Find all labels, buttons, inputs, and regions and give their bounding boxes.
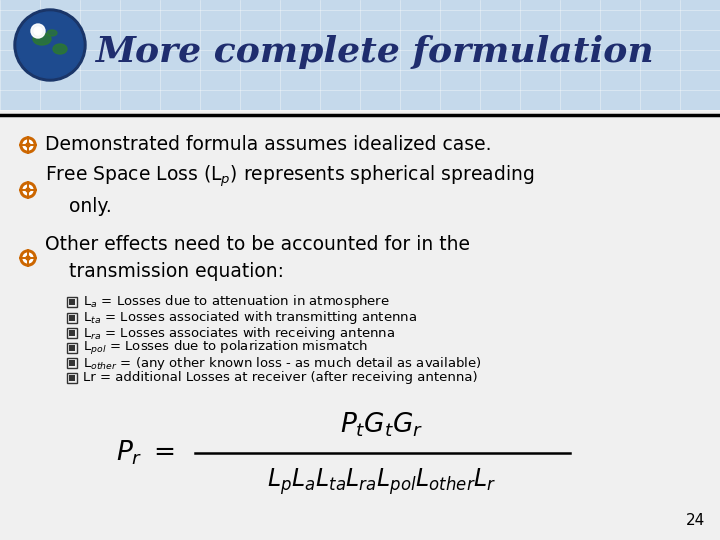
Circle shape bbox=[26, 188, 30, 192]
Text: Demonstrated formula assumes idealized case.: Demonstrated formula assumes idealized c… bbox=[45, 136, 492, 154]
Circle shape bbox=[14, 9, 86, 81]
Circle shape bbox=[26, 256, 30, 260]
Text: More complete formulation: More complete formulation bbox=[95, 35, 654, 69]
Text: Other effects need to be accounted for in the
    transmission equation:: Other effects need to be accounted for i… bbox=[45, 235, 470, 281]
Text: L$_{ra}$ = Losses associates with receiving antenna: L$_{ra}$ = Losses associates with receiv… bbox=[83, 325, 395, 341]
Bar bbox=[69, 315, 75, 321]
Bar bbox=[69, 299, 75, 305]
Circle shape bbox=[20, 182, 36, 198]
Bar bbox=[69, 375, 75, 381]
Bar bbox=[69, 345, 75, 351]
Bar bbox=[67, 313, 77, 323]
Text: $P_t G_t G_r$: $P_t G_t G_r$ bbox=[341, 411, 423, 439]
Bar bbox=[69, 360, 75, 366]
FancyBboxPatch shape bbox=[0, 0, 720, 110]
Bar bbox=[67, 358, 77, 368]
Text: L$_{ta}$ = Losses associated with transmitting antenna: L$_{ta}$ = Losses associated with transm… bbox=[83, 309, 417, 327]
Circle shape bbox=[20, 250, 36, 266]
Bar bbox=[67, 297, 77, 307]
Text: $L_p L_a L_{ta} L_{ra} L_{pol} L_{other} L_r$: $L_p L_a L_{ta} L_{ra} L_{pol} L_{other}… bbox=[267, 467, 497, 497]
Circle shape bbox=[23, 253, 33, 263]
Circle shape bbox=[20, 137, 36, 153]
Circle shape bbox=[26, 143, 30, 147]
Text: L$_a$ = Losses due to attenuation in atmosphere: L$_a$ = Losses due to attenuation in atm… bbox=[83, 294, 390, 310]
Circle shape bbox=[34, 27, 42, 35]
Circle shape bbox=[23, 185, 33, 195]
Bar bbox=[67, 343, 77, 353]
Ellipse shape bbox=[53, 44, 67, 54]
Circle shape bbox=[17, 12, 83, 78]
Text: Lr = additional Losses at receiver (after receiving antenna): Lr = additional Losses at receiver (afte… bbox=[83, 372, 477, 384]
Text: L$_{pol}$ = Losses due to polarization mismatch: L$_{pol}$ = Losses due to polarization m… bbox=[83, 339, 368, 357]
Bar bbox=[69, 330, 75, 336]
Ellipse shape bbox=[33, 33, 51, 45]
Text: Free Space Loss (L$_p$) represents spherical spreading
    only.: Free Space Loss (L$_p$) represents spher… bbox=[45, 164, 534, 217]
Circle shape bbox=[31, 24, 45, 38]
Text: L$_{other}$ = (any other known loss - as much detail as available): L$_{other}$ = (any other known loss - as… bbox=[83, 354, 482, 372]
Bar bbox=[67, 373, 77, 383]
Circle shape bbox=[23, 140, 33, 150]
Text: 24: 24 bbox=[685, 513, 705, 528]
Text: $P_r\ =$: $P_r\ =$ bbox=[116, 438, 175, 467]
Bar bbox=[67, 328, 77, 338]
Ellipse shape bbox=[47, 30, 57, 36]
